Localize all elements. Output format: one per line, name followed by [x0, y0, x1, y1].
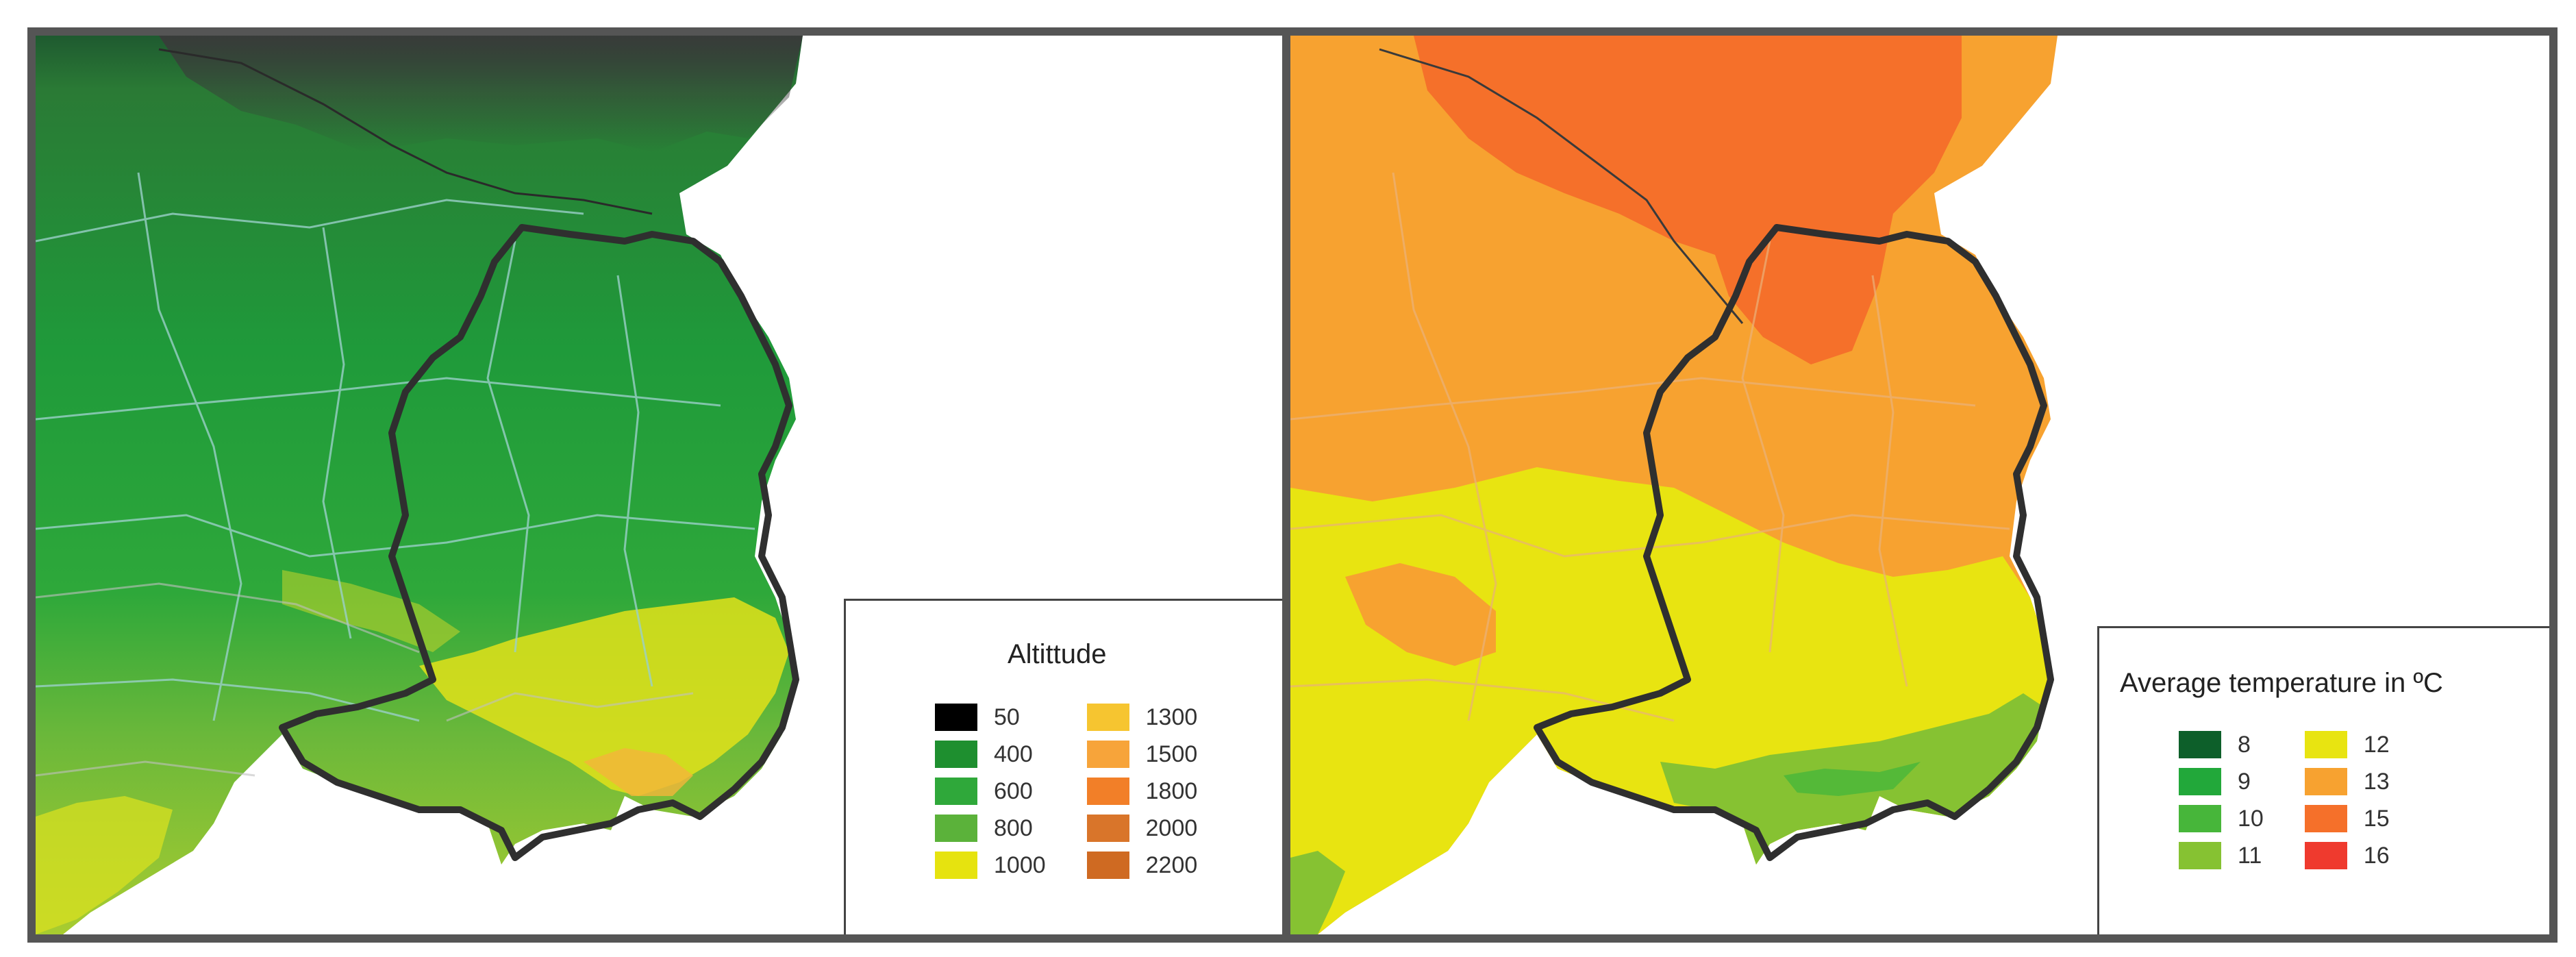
temperature-legend-label: 8: [2238, 731, 2251, 758]
temperature-legend-swatch: [2179, 731, 2221, 758]
temperature-legend-items: 8 9 10 11 12 13 15 16: [2179, 731, 2390, 869]
temperature-legend-swatch: [2304, 731, 2347, 758]
altitude-legend-label: 50: [994, 704, 1020, 730]
temperature-legend-item: 8: [2179, 731, 2264, 758]
temperature-legend-label: 11: [2238, 842, 2262, 869]
temperature-legend-swatch: [2179, 768, 2221, 795]
temperature-legend-item: 10: [2179, 805, 2264, 832]
altitude-legend-item: 1300: [1086, 704, 1198, 731]
temperature-legend-item: 15: [2304, 805, 2390, 832]
temperature-legend-label: 16: [2363, 842, 2390, 869]
altitude-mountains: [159, 36, 803, 152]
altitude-map: [36, 36, 803, 934]
altitude-legend-item: 1800: [1086, 778, 1198, 805]
altitude-lowland-yellow: [36, 796, 173, 934]
altitude-highland-yellow: [419, 597, 789, 796]
altitude-legend: Altittude 50 400 600 800 1000 1300 1500 1800 200…: [844, 599, 1295, 934]
temperature-legend-swatch: [2304, 842, 2347, 869]
altitude-legend-label: 1300: [1145, 704, 1198, 730]
altitude-highland-orange: [584, 748, 693, 796]
altitude-legend-item: 1000: [935, 852, 1046, 879]
temperature-orange-patch: [1345, 563, 1496, 666]
altitude-legend-swatch: [1086, 704, 1129, 731]
altitude-legend-label: 1800: [1145, 778, 1198, 804]
temperature-legend-label: 15: [2363, 805, 2390, 832]
altitude-legend-swatch: [1086, 815, 1129, 842]
altitude-legend-swatch: [935, 704, 977, 731]
altitude-legend-label: 1000: [994, 852, 1046, 878]
altitude-legend-item: 600: [935, 778, 1046, 805]
temperature-legend-title: Average temperature in ºC: [2120, 668, 2443, 698]
altitude-land: [36, 36, 803, 934]
altitude-legend-label: 800: [994, 815, 1033, 841]
temperature-legend-item: 12: [2304, 731, 2390, 758]
temperature-roads: [1290, 172, 2010, 722]
temperature-map-panel: Average temperature in ºC 8 9 10 11 12 13 15 16: [1282, 27, 2558, 943]
temperature-legend-label: 9: [2238, 768, 2251, 795]
temperature-region-outline: [1534, 224, 2054, 861]
altitude-legend-item: 50: [935, 704, 1046, 731]
temperature-legend-swatch: [2179, 842, 2221, 869]
altitude-legend-swatch: [935, 778, 977, 805]
temperature-map: [1290, 36, 2058, 934]
altitude-legend-swatch: [1086, 741, 1129, 768]
altitude-legend-label: 1500: [1145, 741, 1198, 767]
temperature-legend-item: 13: [2304, 768, 2390, 795]
altitude-legend-item: 800: [935, 815, 1046, 842]
temperature-legend-item: 11: [2179, 842, 2264, 869]
altitude-legend-item: 1500: [1086, 741, 1198, 768]
temperature-legend: Average temperature in ºC 8 9 10 11 12 13 15 16: [2097, 626, 2549, 934]
temperature-legend-label: 12: [2363, 731, 2390, 758]
temperature-cool-zone-left: [1290, 851, 1345, 934]
temperature-legend-label: 13: [2363, 768, 2390, 795]
temperature-legend-swatch: [2304, 805, 2347, 832]
temperature-legend-item: 9: [2179, 768, 2264, 795]
altitude-legend-swatch: [1086, 778, 1129, 805]
altitude-boundary-line: [158, 48, 653, 215]
altitude-legend-title: Altittude: [1008, 639, 1107, 669]
altitude-legend-label: 2000: [1145, 815, 1198, 841]
temperature-legend-label: 10: [2238, 805, 2264, 832]
altitude-legend-swatch: [935, 815, 977, 842]
temperature-boundary-line: [1379, 48, 1744, 324]
altitude-roads: [36, 172, 755, 722]
altitude-legend-items: 50 400 600 800 1000 1300 1500 1800 2000 2200: [935, 704, 1197, 879]
altitude-map-panel: Altittude 50 400 600 800 1000 1300 1500 1800 200…: [27, 27, 1303, 943]
altitude-legend-swatch: [1086, 852, 1129, 879]
altitude-legend-item: 400: [935, 741, 1046, 768]
altitude-legend-label: 600: [994, 778, 1033, 804]
temperature-legend-swatch: [2179, 805, 2221, 832]
altitude-legend-label: 2200: [1145, 852, 1198, 878]
altitude-legend-item: 2200: [1086, 852, 1198, 879]
altitude-legend-item: 2000: [1086, 815, 1198, 842]
temperature-cooler-spots: [1784, 762, 1921, 796]
altitude-legend-swatch: [935, 852, 977, 879]
temperature-hot-zone: [1414, 36, 1962, 364]
altitude-gray-roads: [36, 582, 694, 777]
temperature-legend-item: 16: [2304, 842, 2390, 869]
altitude-legend-swatch: [935, 741, 977, 768]
altitude-legend-label: 400: [994, 741, 1033, 767]
altitude-region-outline: [279, 224, 799, 861]
temperature-legend-swatch: [2304, 768, 2347, 795]
